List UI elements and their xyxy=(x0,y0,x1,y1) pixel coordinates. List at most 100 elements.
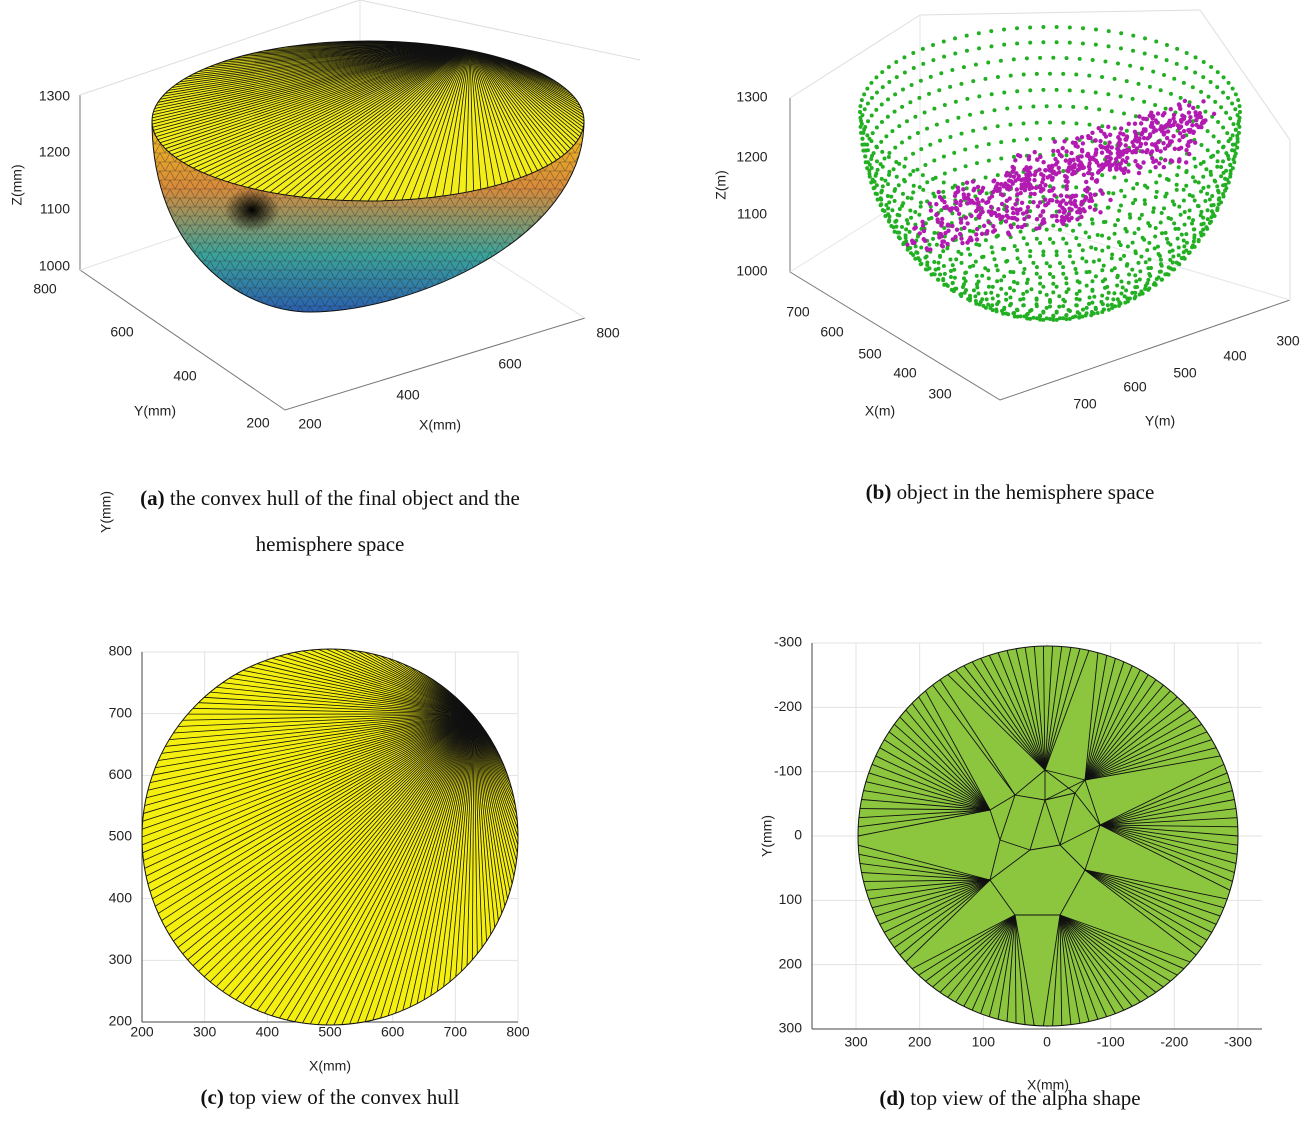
hemisphere-point xyxy=(1198,213,1203,218)
object-point xyxy=(1006,230,1011,235)
object-point xyxy=(1113,157,1119,162)
mesh-edge xyxy=(918,914,1016,976)
object-point xyxy=(1060,145,1065,151)
object-point xyxy=(1073,193,1079,198)
hemisphere-point xyxy=(994,307,999,312)
hemisphere-point xyxy=(1225,95,1230,100)
hemisphere-point xyxy=(1199,189,1204,194)
fan-line xyxy=(469,43,516,180)
x-tick-label: 800 xyxy=(506,1024,530,1040)
hemisphere-point xyxy=(964,186,969,191)
fan-line xyxy=(277,43,471,194)
hemisphere-point xyxy=(986,142,991,147)
hemisphere-point xyxy=(1038,275,1043,280)
hemisphere-point xyxy=(1028,88,1033,93)
fan-line xyxy=(469,43,496,186)
mesh-edge xyxy=(932,684,1016,796)
hemisphere-point xyxy=(1084,259,1089,264)
hemisphere-point xyxy=(1084,270,1089,275)
hemisphere-point xyxy=(932,259,937,264)
object-point xyxy=(1013,158,1018,163)
hemisphere-point xyxy=(875,167,880,172)
hemisphere-point xyxy=(873,191,878,196)
hemisphere-point xyxy=(1002,90,1007,95)
hemisphere-point xyxy=(1041,310,1046,315)
object-point xyxy=(1061,221,1066,227)
hemisphere-point xyxy=(1154,189,1159,194)
hemisphere-point xyxy=(916,256,921,261)
hemisphere-point xyxy=(1145,185,1150,190)
hemisphere-point xyxy=(1004,291,1009,296)
fan-line xyxy=(418,43,471,199)
fan-line xyxy=(209,713,475,983)
mesh-edge xyxy=(1099,824,1231,891)
fan-line xyxy=(142,713,475,838)
fan-line xyxy=(350,43,471,201)
hemisphere-point xyxy=(954,286,959,291)
hemisphere-point xyxy=(1095,310,1100,315)
hemisphere-point xyxy=(1074,296,1079,301)
hemisphere-point xyxy=(936,277,941,282)
mesh-edge xyxy=(925,690,991,811)
hemisphere-point xyxy=(1064,56,1069,61)
y-tick-label: 400 xyxy=(173,368,197,384)
object-point xyxy=(989,194,995,199)
hemisphere-point xyxy=(959,251,964,256)
object-point xyxy=(974,201,980,206)
x-tick-label: 800 xyxy=(596,325,620,341)
hemisphere-point xyxy=(1057,261,1062,266)
object-point xyxy=(1087,205,1093,210)
hemisphere-point xyxy=(1125,299,1130,304)
hemisphere-point xyxy=(989,245,994,250)
hemisphere-point xyxy=(1028,200,1033,205)
hemisphere-point xyxy=(1110,252,1115,257)
mesh-edge xyxy=(1084,679,1157,781)
hemisphere-point xyxy=(953,36,957,41)
object-point xyxy=(1088,192,1093,197)
hemisphere-point xyxy=(880,149,885,154)
fan-line xyxy=(142,713,475,846)
z-tick-label: 1000 xyxy=(39,258,70,274)
object-point xyxy=(1064,194,1070,199)
hemisphere-point xyxy=(923,221,928,226)
object-point xyxy=(1087,157,1093,162)
hemisphere-point xyxy=(1224,151,1229,156)
hemisphere-point xyxy=(1181,238,1186,243)
mesh-edge xyxy=(1099,824,1238,846)
hemisphere-point xyxy=(939,71,944,76)
fan-line xyxy=(165,713,475,747)
object-point xyxy=(1211,111,1217,117)
hemisphere-point xyxy=(934,122,939,127)
fan-line xyxy=(469,43,583,131)
hemisphere-point xyxy=(1225,131,1230,136)
hemisphere-point xyxy=(1112,76,1117,81)
mesh-edge xyxy=(989,839,1001,881)
object-point xyxy=(992,228,998,233)
hemisphere-point xyxy=(1215,70,1220,75)
fan-line xyxy=(409,713,475,1008)
object-point xyxy=(976,214,981,219)
fan-line xyxy=(286,653,475,715)
caption: (c) top view of the convex hull xyxy=(201,1085,460,1109)
object-point xyxy=(1051,186,1056,191)
hemisphere-point xyxy=(1122,111,1127,116)
hemisphere-point xyxy=(1205,208,1210,213)
hemisphere-point xyxy=(1170,248,1175,253)
hemisphere-point xyxy=(1064,317,1069,322)
fan-line xyxy=(144,713,475,869)
object-point xyxy=(1147,132,1153,137)
fan-line xyxy=(302,713,475,1024)
hemisphere-point xyxy=(1038,317,1043,322)
mesh-edge xyxy=(1084,696,1178,781)
fan-line xyxy=(349,713,475,1025)
hemisphere-point xyxy=(984,297,989,302)
caption-text: hemisphere space xyxy=(256,532,405,556)
mesh-edge xyxy=(865,781,991,811)
hemisphere-point xyxy=(904,239,909,244)
hemisphere-point xyxy=(1087,235,1092,240)
hemisphere-point xyxy=(1119,31,1124,36)
fan-line xyxy=(142,713,475,822)
hemisphere-point xyxy=(1054,40,1059,45)
hemisphere-point xyxy=(995,124,1000,129)
hemisphere-point xyxy=(1071,104,1076,109)
